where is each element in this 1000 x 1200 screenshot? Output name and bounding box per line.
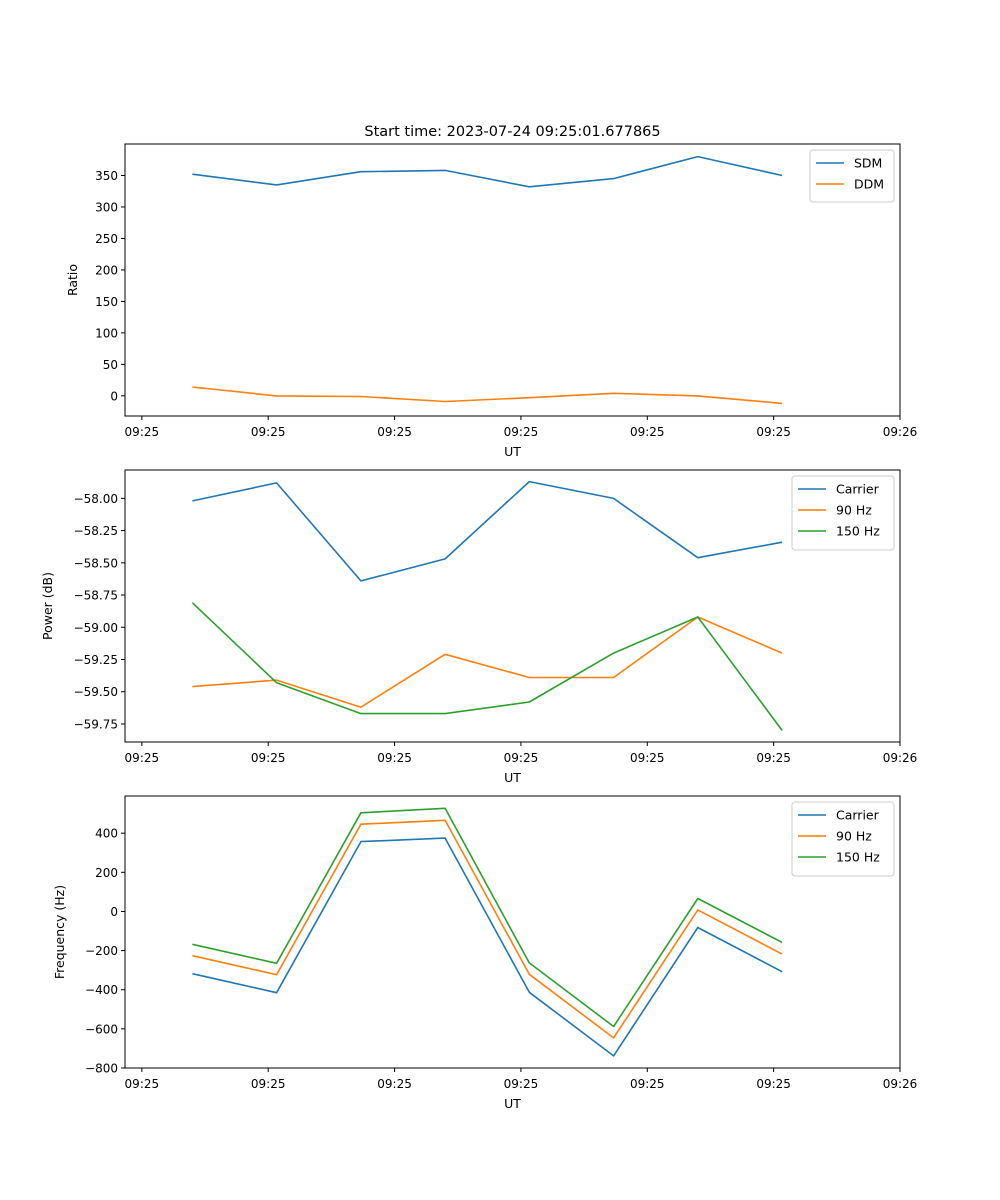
x-tick-label: 09:25: [377, 425, 412, 439]
y-tick-label: −59.00: [74, 621, 118, 635]
x-axis-label: UT: [504, 770, 521, 785]
axes-frame: [124, 469, 901, 743]
y-tick-label: 50: [103, 358, 118, 372]
y-tick-label: −58.75: [74, 589, 118, 603]
x-tick-label: 09:25: [756, 751, 791, 765]
x-tick-label: 09:26: [883, 751, 918, 765]
y-axis-label: Ratio: [65, 264, 80, 296]
y-tick-label: −59.25: [74, 653, 118, 667]
figure-title: Start time: 2023-07-24 09:25:01.677865: [364, 124, 660, 140]
x-tick-label: 09:25: [630, 425, 665, 439]
x-tick-label: 09:25: [504, 751, 539, 765]
x-tick-label: 09:25: [251, 425, 286, 439]
x-tick-label: 09:25: [504, 1077, 539, 1091]
x-tick-label: 09:25: [504, 425, 539, 439]
y-tick-label: −59.50: [74, 685, 118, 699]
series-line-150-hz: [192, 807, 783, 1028]
y-tick-label: 0: [110, 389, 118, 403]
y-tick-label: 100: [95, 326, 118, 340]
y-tick-label: −400: [85, 983, 118, 997]
series-line-ddm: [192, 386, 783, 405]
x-tick-label: 09:25: [377, 1077, 412, 1091]
y-tick-label: −59.75: [74, 717, 118, 731]
subplots: 09:25 09:25 09:25 09:25 09:25 09:25 09:26 0 50 10…: [40, 143, 918, 1111]
x-tick-label: 09:25: [251, 751, 286, 765]
legend-label: Carrier: [836, 808, 880, 823]
x-tick-label: 09:25: [125, 1077, 160, 1091]
x-tick-label: 09:26: [883, 1077, 918, 1091]
axes-frame: [124, 143, 901, 417]
y-tick-label: −800: [85, 1062, 118, 1076]
x-tick-label: 09:25: [125, 751, 160, 765]
x-tick-label: 09:25: [756, 1077, 791, 1091]
legend-label: Carrier: [836, 482, 880, 497]
y-tick-label: 0: [110, 905, 118, 919]
series-line-carrier: [192, 480, 783, 582]
x-tick-label: 09:25: [756, 425, 791, 439]
x-axis-label: UT: [504, 444, 521, 459]
y-tick-label: 400: [95, 827, 118, 841]
x-tick-label: 09:25: [377, 751, 412, 765]
legend-label: SDM: [854, 156, 882, 171]
y-tick-label: 300: [95, 200, 118, 214]
y-tick-label: 200: [95, 263, 118, 277]
x-tick-label: 09:26: [883, 425, 918, 439]
y-axis-label: Power (dB): [40, 572, 55, 640]
series-line-sdm: [192, 155, 783, 188]
series-line-150-hz: [191, 602, 783, 731]
subplot-1: 09:25 09:25 09:25 09:25 09:25 09:25 09:26 0 50 10…: [65, 143, 918, 459]
x-axis-label: UT: [504, 1096, 521, 1111]
legend-label: 150 Hz: [836, 524, 880, 539]
legend-label: 90 Hz: [836, 503, 872, 518]
y-tick-label: −600: [85, 1022, 118, 1036]
x-tick-label: 09:25: [630, 1077, 665, 1091]
subplot-3: 09:25 09:25 09:25 09:25 09:25 09:25 09:26 −800 −…: [52, 795, 918, 1111]
legend-label: 90 Hz: [836, 829, 872, 844]
y-tick-label: −58.25: [74, 524, 118, 538]
y-tick-label: 200: [95, 866, 118, 880]
series-line-90-hz: [192, 616, 783, 709]
x-tick-label: 09:25: [125, 425, 160, 439]
y-tick-label: −58.50: [74, 556, 118, 570]
y-axis-label: Frequency (Hz): [52, 885, 67, 979]
y-tick-label: −58.00: [74, 492, 118, 506]
x-tick-label: 09:25: [630, 751, 665, 765]
subplot-2: 09:25 09:25 09:25 09:25 09:25 09:25 09:26 −58.0…: [40, 469, 918, 785]
legend: SDM DDM: [809, 149, 895, 203]
x-tick-label: 09:25: [251, 1077, 286, 1091]
legend: Carrier 90 Hz 150 Hz: [791, 801, 895, 877]
y-tick-label: 250: [95, 232, 118, 246]
y-tick-label: 150: [95, 295, 118, 309]
y-tick-label: 350: [95, 169, 118, 183]
legend: Carrier 90 Hz 150 Hz: [791, 475, 895, 551]
y-tick-label: −200: [85, 944, 118, 958]
series-line-90-hz: [192, 819, 783, 1039]
legend-label: 150 Hz: [836, 850, 880, 865]
series-line-carrier: [192, 837, 783, 1057]
legend-label: DDM: [854, 177, 884, 192]
axes-frame: [124, 795, 901, 1069]
